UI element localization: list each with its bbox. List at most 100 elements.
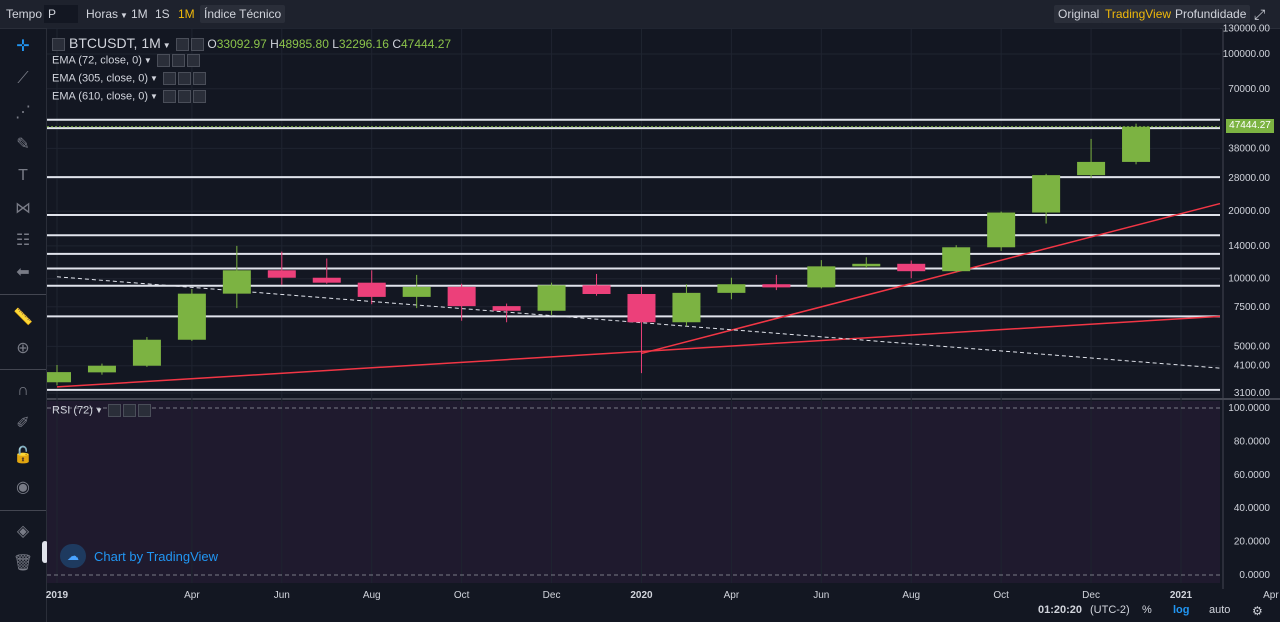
symbol-compare-icon[interactable] — [52, 38, 65, 52]
brush-icon[interactable]: ✎ — [16, 136, 30, 153]
hours-dropdown[interactable]: Horas ▼ — [86, 5, 128, 23]
candle-body[interactable] — [897, 263, 926, 272]
candle-body[interactable] — [582, 285, 611, 294]
percent-toggle[interactable]: % — [1142, 604, 1152, 616]
eye-icon[interactable]: ◉ — [16, 479, 30, 496]
trash-icon[interactable]: 🗑 — [12, 555, 34, 572]
candle-body[interactable] — [1122, 126, 1151, 162]
text-tool-icon[interactable]: T — [18, 167, 28, 184]
trend-line-icon[interactable]: ⟋ — [17, 70, 29, 87]
open-label: O — [207, 37, 217, 51]
rsi-axis-tick-label: 40.0000 — [1234, 503, 1271, 514]
ema-610-legend[interactable]: EMA (610, close, 0) ▼ — [52, 90, 206, 103]
settings-icon[interactable] — [162, 90, 176, 103]
candle-body[interactable] — [717, 284, 746, 293]
tradingview-watermark[interactable]: ☁ Chart by TradingView — [60, 544, 218, 568]
chevron-down-icon[interactable]: ▼ — [94, 406, 103, 416]
settings-icon[interactable] — [177, 72, 191, 85]
settings-icon[interactable] — [156, 54, 170, 67]
trend-line[interactable] — [641, 202, 1221, 355]
last-price-tag: 47444.27 — [1226, 119, 1274, 133]
trend-line[interactable] — [56, 315, 1221, 388]
settings-icon[interactable] — [177, 90, 191, 103]
candle-body[interactable] — [312, 277, 341, 283]
ruler-icon[interactable]: 📏 — [13, 309, 33, 326]
chevron-down-icon[interactable]: ▼ — [162, 41, 171, 50]
candle-body[interactable] — [1077, 161, 1106, 176]
log-toggle[interactable]: log — [1173, 604, 1190, 616]
forecast-tool-icon[interactable]: ☷ — [15, 232, 31, 249]
candle-body[interactable] — [627, 293, 656, 323]
x-axis-tick-label: Apr — [184, 590, 200, 601]
symbol-title[interactable]: BTCUSDT, 1M — [69, 35, 161, 51]
ema-72-legend[interactable]: EMA (72, close, 0) ▼ — [52, 54, 200, 67]
interval-1s-button[interactable]: 1S — [155, 7, 170, 21]
close-icon[interactable] — [192, 72, 206, 85]
rsi-pane[interactable] — [47, 401, 1220, 583]
chevron-down-icon[interactable]: ▼ — [150, 92, 158, 102]
candle-body[interactable] — [672, 292, 701, 323]
fullscreen-icon[interactable]: ⤢ — [1254, 6, 1266, 22]
ema-72-label: EMA (72, close, 0) — [52, 54, 142, 67]
trend-line[interactable] — [56, 276, 1221, 369]
ema-305-legend[interactable]: EMA (305, close, 0) ▼ — [52, 72, 206, 85]
candle-body[interactable] — [1032, 175, 1061, 213]
interval-1m-button[interactable]: 1M — [131, 7, 148, 21]
chevron-down-icon[interactable]: ▼ — [150, 74, 158, 84]
settings-icon[interactable] — [107, 404, 121, 417]
fib-tool-icon[interactable]: ⋰ — [15, 104, 31, 121]
candle-body[interactable] — [402, 286, 431, 297]
lock-icon[interactable]: 🔓 — [13, 447, 33, 464]
chart-settings-icon[interactable]: ⚙ — [1252, 604, 1263, 618]
rsi-axis-tick-label: 80.0000 — [1234, 436, 1271, 447]
x-axis-tick-label: Apr — [1263, 590, 1279, 601]
price-pane[interactable] — [47, 29, 1220, 397]
candle-body[interactable] — [222, 270, 251, 294]
sidebar-collapse-handle[interactable] — [42, 541, 48, 563]
crosshair-icon[interactable]: ✛ — [16, 38, 30, 55]
settings-icon[interactable] — [191, 38, 205, 52]
magnet-icon[interactable]: ∩ — [17, 382, 29, 399]
candle-body[interactable] — [987, 212, 1016, 248]
candle-body[interactable] — [87, 365, 116, 373]
interval-1m-active-button[interactable]: 1M — [178, 7, 195, 21]
close-value: 47444.27 — [401, 37, 452, 51]
y-axis-tick-label: 5000.00 — [1234, 341, 1271, 352]
candle-body[interactable] — [942, 247, 971, 272]
candle-body[interactable] — [132, 339, 161, 366]
symbol-select[interactable]: P — [44, 5, 78, 23]
view-depth-button[interactable]: Profundidade — [1171, 5, 1251, 23]
candle-body[interactable] — [177, 293, 206, 340]
candle-body[interactable] — [357, 282, 386, 297]
pattern-tool-icon[interactable]: ⋈ — [15, 200, 31, 217]
technical-index-button[interactable]: Índice Técnico — [200, 5, 286, 23]
candle-body[interactable] — [447, 286, 476, 307]
rsi-legend[interactable]: RSI (72) ▼ — [52, 404, 151, 417]
close-icon[interactable] — [186, 54, 200, 67]
x-axis-tick-label: Aug — [902, 590, 920, 601]
candle-body[interactable] — [807, 266, 836, 288]
candle-body[interactable] — [267, 270, 296, 278]
candle-body[interactable] — [852, 263, 881, 267]
close-icon[interactable] — [137, 404, 151, 417]
zoom-in-icon[interactable]: ⊕ — [16, 340, 30, 357]
close-icon[interactable] — [192, 90, 206, 103]
x-axis-tick-label: Oct — [993, 590, 1009, 601]
view-original-button[interactable]: Original — [1054, 5, 1104, 23]
view-tradingview-button[interactable]: TradingView — [1101, 5, 1176, 23]
chevron-down-icon[interactable]: ▼ — [143, 56, 152, 66]
settings-icon[interactable] — [176, 38, 190, 52]
auto-toggle[interactable]: auto — [1209, 604, 1231, 616]
candle-body[interactable] — [762, 284, 791, 288]
settings-icon[interactable] — [171, 54, 185, 67]
settings-icon[interactable] — [162, 72, 176, 85]
lock-drawing-icon[interactable]: ✐ — [16, 415, 30, 432]
settings-icon[interactable] — [122, 404, 136, 417]
back-arrow-icon[interactable]: ⬅ — [16, 264, 30, 281]
candle-body[interactable] — [537, 285, 566, 311]
timezone[interactable]: (UTC-2) — [1090, 604, 1130, 616]
candle-body[interactable] — [492, 306, 521, 311]
layers-icon[interactable]: ◈ — [16, 523, 30, 540]
candle-body[interactable] — [47, 372, 71, 383]
